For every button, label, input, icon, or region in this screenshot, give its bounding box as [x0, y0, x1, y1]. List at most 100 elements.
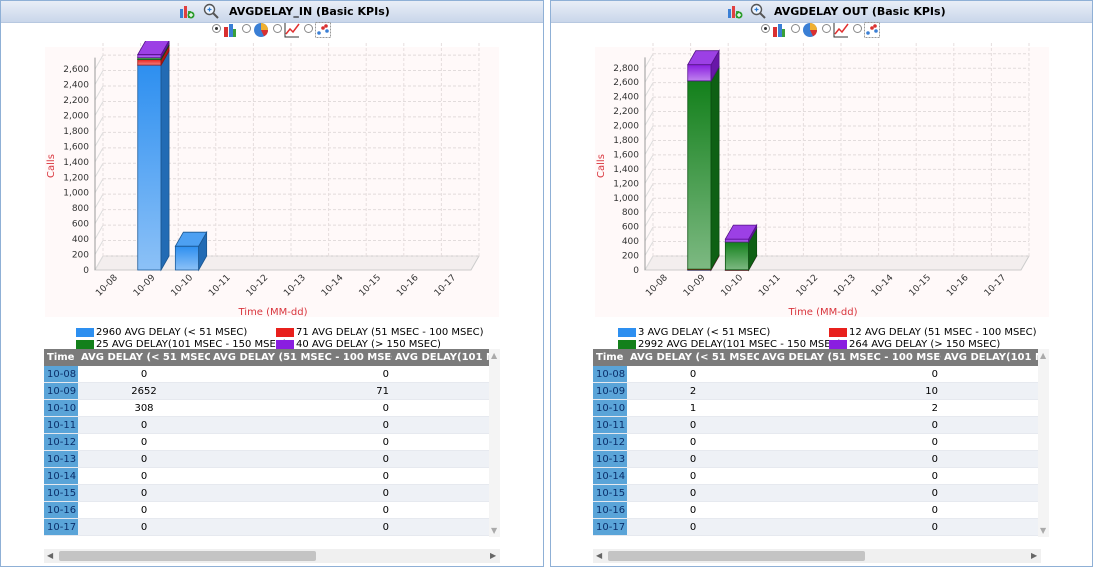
scroll-right-icon[interactable]: ▶ — [1031, 551, 1038, 560]
legend-swatch — [76, 340, 94, 349]
zoom-icon[interactable] — [203, 3, 219, 19]
table-row[interactable]: 10-1030800 — [44, 399, 489, 417]
horizontal-scrollbar[interactable]: ◀ ▶ — [593, 549, 1041, 563]
scatter-chart-icon[interactable] — [864, 22, 880, 38]
table-row[interactable]: 10-13000 — [593, 450, 1038, 468]
scroll-down-icon[interactable]: ▼ — [1040, 526, 1047, 535]
radio-bar[interactable] — [761, 24, 770, 33]
radio-line[interactable] — [822, 24, 831, 33]
scroll-down-icon[interactable]: ▼ — [491, 526, 498, 535]
time-cell: 10-11 — [593, 416, 627, 434]
radio-scatter[interactable] — [853, 24, 862, 33]
gridline — [94, 70, 104, 85]
column-header[interactable]: AVG DELAY (51 MSEC - 100 MSEC) — [759, 349, 941, 366]
line-chart-icon[interactable] — [833, 22, 849, 38]
table-row[interactable]: 10-14000 — [44, 467, 489, 485]
value-cell: 0 — [78, 366, 210, 383]
bar-segment[interactable] — [137, 41, 170, 60]
value-cell: 0 — [392, 399, 489, 417]
pie-chart-icon[interactable] — [253, 22, 269, 38]
scroll-right-icon[interactable]: ▶ — [490, 551, 497, 560]
scroll-up-icon[interactable]: ▲ — [1040, 351, 1047, 360]
scatter-chart-icon[interactable] — [315, 22, 331, 38]
table-row[interactable]: 10-101240 — [593, 399, 1038, 417]
chart-add-icon[interactable] — [727, 3, 743, 19]
scroll-left-icon[interactable]: ◀ — [47, 551, 54, 560]
y-tick-label: 2,600 — [613, 78, 639, 88]
table-row[interactable]: 10-12000 — [44, 433, 489, 451]
gridline — [644, 125, 654, 141]
table-row[interactable]: 10-17000 — [44, 518, 489, 536]
value-cell: 0 — [78, 450, 210, 468]
time-cell: 10-10 — [593, 399, 627, 417]
bar-chart-icon[interactable] — [771, 22, 787, 38]
radio-pie[interactable] — [791, 24, 800, 33]
pie-chart-icon[interactable] — [802, 22, 818, 38]
table-row[interactable]: 10-15000 — [44, 484, 489, 502]
time-cell: 10-13 — [593, 450, 627, 468]
value-cell: 0 — [941, 484, 1038, 502]
value-cell: 0 — [78, 467, 210, 485]
radio-pie[interactable] — [242, 24, 251, 33]
legend-item: 2992 AVG DELAY(101 MSEC - 150 MSEC) — [618, 339, 841, 350]
vertical-scrollbar[interactable]: ▲ ▼ — [1038, 349, 1049, 537]
line-chart-icon[interactable] — [284, 22, 300, 38]
table-row[interactable]: 10-08000 — [44, 366, 489, 383]
table-row[interactable]: 10-11000 — [593, 416, 1038, 434]
value-cell: 0 — [627, 450, 759, 468]
column-header[interactable]: Time — [44, 349, 78, 366]
gridline — [644, 111, 654, 126]
radio-line[interactable] — [273, 24, 282, 33]
table-row[interactable]: 10-15000 — [593, 484, 1038, 502]
gridline — [94, 163, 104, 178]
bar-segment[interactable] — [724, 223, 758, 244]
bar-segment[interactable] — [174, 230, 208, 272]
table-row[interactable]: 10-12000 — [593, 433, 1038, 451]
bar-chart-icon[interactable] — [222, 22, 238, 38]
legend-swatch — [76, 328, 94, 337]
value-cell: 0 — [210, 501, 392, 519]
value-cell: 0 — [210, 518, 392, 536]
table-row[interactable]: 10-092652712 — [44, 382, 489, 400]
legend-label: 264 AVG DELAY (> 150 MSEC) — [849, 339, 1001, 350]
scrollbar-thumb[interactable] — [608, 551, 865, 561]
data-table: Time AVG DELAY (< 51 MSEC) AVG DELAY (51… — [593, 349, 1038, 536]
column-header[interactable]: AVG DELAY(101 M — [941, 349, 1038, 366]
value-cell: 0 — [210, 416, 392, 434]
scrollbar-thumb[interactable] — [59, 551, 316, 561]
gridline — [644, 197, 654, 213]
table-row[interactable]: 10-08000 — [593, 366, 1038, 383]
chart-add-icon[interactable] — [179, 3, 195, 19]
column-header[interactable]: AVG DELAY(101 M — [392, 349, 489, 366]
bar-segment[interactable] — [687, 49, 720, 83]
scroll-left-icon[interactable]: ◀ — [596, 551, 603, 560]
table-row[interactable]: 10-0921025 — [593, 382, 1038, 400]
horizontal-scrollbar[interactable]: ◀ ▶ — [44, 549, 500, 563]
vertical-scrollbar[interactable]: ▲ ▼ — [489, 349, 500, 537]
column-header[interactable]: Time — [593, 349, 627, 366]
table-row[interactable]: 10-17000 — [593, 518, 1038, 536]
table-row[interactable]: 10-11000 — [44, 416, 489, 434]
column-header[interactable]: AVG DELAY (< 51 MSEC) — [627, 349, 759, 366]
bar-segment[interactable] — [137, 49, 170, 272]
zoom-icon[interactable] — [750, 3, 766, 19]
table-row[interactable]: 10-13000 — [44, 450, 489, 468]
time-cell: 10-11 — [44, 416, 78, 434]
radio-bar[interactable] — [212, 24, 221, 33]
y-tick-label: 0 — [633, 266, 639, 276]
radio-scatter[interactable] — [304, 24, 313, 33]
column-header[interactable]: AVG DELAY (< 51 MSEC) — [78, 349, 210, 366]
value-cell: 0 — [392, 501, 489, 519]
data-grid: Time AVG DELAY (< 51 MSEC) AVG DELAY (51… — [593, 349, 1038, 537]
scroll-up-icon[interactable]: ▲ — [491, 351, 498, 360]
gridline — [644, 169, 654, 184]
column-header[interactable]: AVG DELAY (51 MSEC - 100 MSEC) — [210, 349, 392, 366]
stacked-bar-chart: 0 200 400 600 800 1,000 1,200 1,400 1,600 1,800 2,… — [45, 41, 499, 318]
value-cell: 2652 — [78, 382, 210, 400]
gridline — [94, 116, 104, 132]
table-row[interactable]: 10-14000 — [593, 467, 1038, 485]
table-row[interactable]: 10-16000 — [593, 501, 1038, 519]
gridline — [94, 193, 104, 209]
bar-segment[interactable] — [687, 65, 720, 271]
table-row[interactable]: 10-16000 — [44, 501, 489, 519]
